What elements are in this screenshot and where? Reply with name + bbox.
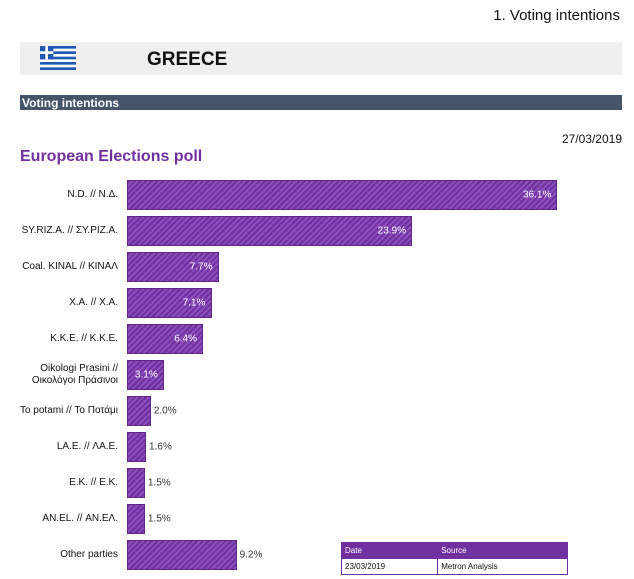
value-label: 1.6% [149,441,172,453]
category-label: X.A. // Χ.Α. [69,297,118,308]
bar [127,288,212,318]
source-table: Date Source 23/03/2019 Metron Analysis [340,542,568,575]
value-label: 6.4% [174,333,198,345]
date: 27/03/2019 [561,132,622,146]
value-label: 3.1% [134,369,158,381]
chart-title: European Elections poll [20,148,203,165]
category-label: SY.RIZ.A. // ΣΥ.ΡΙΖ.Α. [21,225,118,236]
bar [127,504,145,534]
category-label: LA.E. // ΛΑ.Ε. [56,441,118,452]
category-label: AN.EL. // ΑΝ.ΕΛ. [42,513,118,524]
value-label: 1.5% [147,477,171,489]
table-cell: Metron Analysis [437,558,568,575]
bar [127,324,204,354]
bar [127,468,145,498]
value-label: 2.0% [153,405,177,417]
bar [127,180,557,210]
value-label: 1.5% [147,513,171,525]
flag [40,46,76,70]
bar [127,432,147,462]
category-label: Oikologi Prasini // Οικολόγοι Πράσινοι [31,363,118,386]
category-label: K.K.E. // Κ.Κ.Ε. [50,333,118,344]
country-box [20,42,622,75]
bar [127,360,164,390]
category-label: To potami // Το Ποτάμι [19,405,118,416]
table-header: Date [340,542,439,559]
bar [127,216,412,246]
section-band [20,95,622,110]
value-label: 9.2% [239,549,263,561]
section-title: 1. Voting intentions [493,7,620,24]
band-title: Voting intentions [22,96,120,110]
category-label: E.K. // Ε.Κ. [69,477,118,488]
value-label: 7.7% [189,261,213,273]
value-label: 7.1% [182,297,206,309]
category-label: Coal. KINAL // ΚΙΝΑΛ [22,261,118,272]
category-label: N.D. // Ν.Δ. [67,189,118,200]
bar [127,540,237,570]
table-cell: 23/03/2019 [340,558,439,575]
bar [127,396,151,426]
value-label: 36.1% [523,189,552,201]
category-label: Other parties [60,549,118,560]
value-label: 23.9% [377,225,407,237]
bar [127,252,219,282]
country: GREECE [147,49,228,70]
table-header: Source [437,542,568,559]
